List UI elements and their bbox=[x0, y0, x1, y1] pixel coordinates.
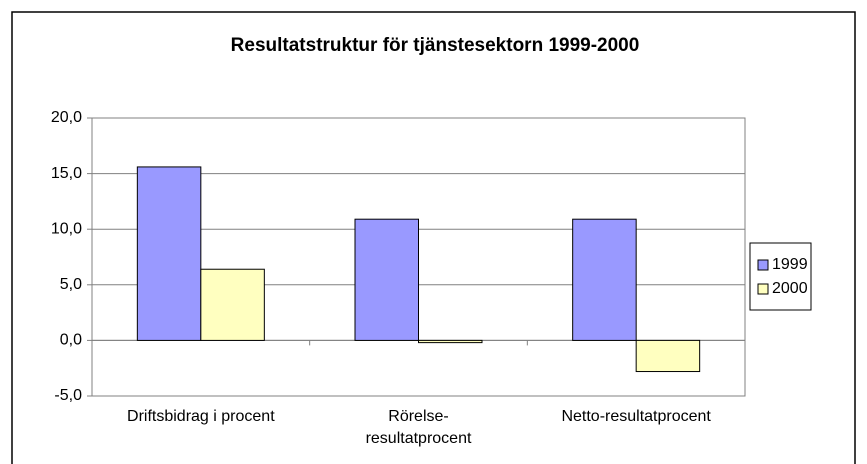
bar bbox=[572, 218, 637, 341]
x-tick-label-box: Netto-resultatprocent bbox=[561, 408, 711, 425]
legend-swatch bbox=[757, 259, 769, 271]
bar bbox=[136, 166, 202, 341]
chart-title: Resultatstruktur för tjänstesektorn 1999… bbox=[231, 35, 640, 56]
x-tick-label: Rörelse-resultatprocent bbox=[365, 408, 472, 447]
bar bbox=[354, 218, 419, 341]
y-tick-label: 20,0 bbox=[51, 109, 82, 126]
x-tick-label: Driftsbidrag i procent bbox=[127, 408, 275, 425]
x-tick-label-box: Driftsbidrag i procent bbox=[127, 408, 275, 425]
y-tick-label: 5,0 bbox=[60, 276, 82, 293]
legend-frame bbox=[749, 242, 812, 311]
legend-label: 2000 bbox=[772, 280, 808, 297]
x-tick-label-box: Rörelse-resultatprocent bbox=[365, 408, 472, 447]
y-tick-label: -5,0 bbox=[54, 387, 82, 404]
bar bbox=[418, 339, 483, 344]
y-tick-label: 0,0 bbox=[60, 332, 82, 349]
y-tick-label: 15,0 bbox=[51, 165, 82, 182]
bar bbox=[200, 268, 265, 341]
legend-label: 1999 bbox=[772, 256, 808, 273]
bar bbox=[635, 339, 701, 373]
y-tick-label: 10,0 bbox=[51, 220, 82, 237]
legend-swatch bbox=[757, 283, 769, 295]
x-tick-label: Netto-resultatprocent bbox=[561, 408, 711, 425]
